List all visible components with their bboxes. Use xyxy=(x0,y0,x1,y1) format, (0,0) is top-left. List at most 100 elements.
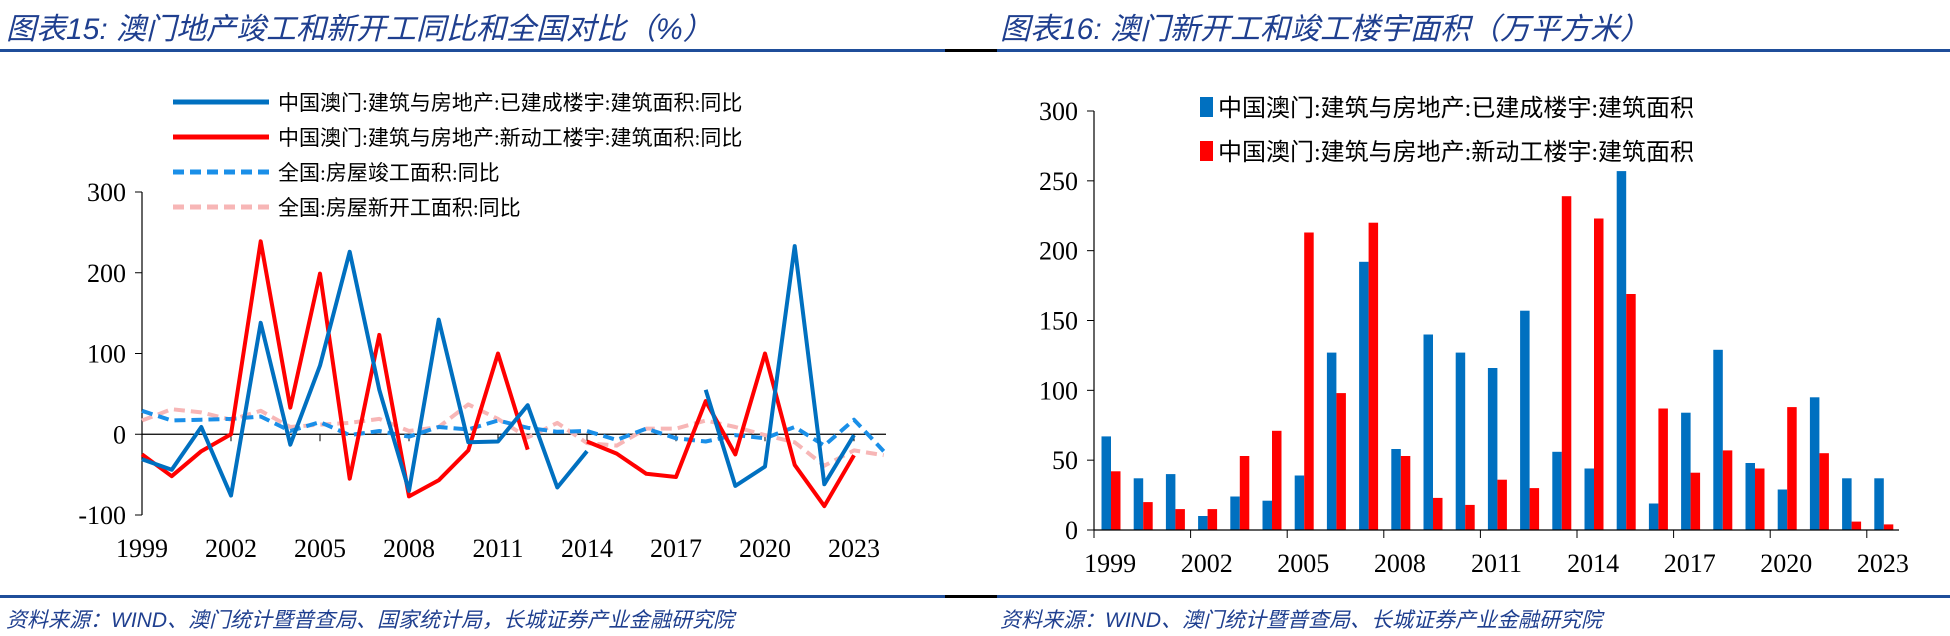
legend-label: 中国澳门:建筑与房地产:新动工楼宇:建筑面积 xyxy=(1218,139,1694,166)
bar xyxy=(1713,349,1723,530)
bar xyxy=(1423,334,1433,530)
series-line xyxy=(141,402,885,468)
y-tick-label: 0 xyxy=(113,420,126,449)
bar xyxy=(1294,475,1305,530)
bar xyxy=(1842,478,1852,530)
bar xyxy=(1400,456,1411,530)
bar xyxy=(1626,294,1636,530)
bar xyxy=(1777,489,1788,530)
source-divider xyxy=(997,595,1950,598)
bar xyxy=(1198,516,1208,530)
x-tick-label: 2020 xyxy=(739,534,791,563)
bar xyxy=(1455,352,1466,530)
bar xyxy=(1304,232,1314,530)
bar xyxy=(1497,479,1507,530)
bar xyxy=(1658,408,1668,530)
bar xyxy=(1690,472,1701,530)
bar xyxy=(1391,449,1401,530)
bar xyxy=(1239,456,1250,530)
bar xyxy=(1133,478,1144,530)
bar xyxy=(1487,368,1498,530)
source-divider-start xyxy=(975,595,997,598)
x-tick-label: 2005 xyxy=(1277,549,1329,578)
x-tick-label: 2002 xyxy=(205,534,257,563)
title-divider-start xyxy=(975,49,997,52)
bar xyxy=(1722,450,1733,530)
bar xyxy=(1359,261,1369,530)
bar xyxy=(1143,502,1153,530)
bar xyxy=(1272,430,1282,530)
legend-label: 中国澳门:建筑与房地产:已建成楼宇:建筑面积 xyxy=(1218,95,1694,122)
title-divider-end xyxy=(945,49,975,52)
bar xyxy=(1101,436,1111,530)
bar xyxy=(1111,471,1121,530)
x-tick-label: 2014 xyxy=(1567,549,1619,578)
bar xyxy=(1552,451,1562,530)
bar xyxy=(1681,412,1691,530)
legend-swatch xyxy=(1200,97,1213,117)
chart-panel-left: 图表15: 澳门地产竣工和新开工同比和全国对比（%） 300 200 100 0 -10… xyxy=(0,13,975,632)
title-divider xyxy=(0,49,945,52)
legend-label: 全国:房屋竣工面积:同比 xyxy=(278,161,500,185)
bar xyxy=(1755,468,1765,530)
x-tick-label: 2023 xyxy=(1857,549,1909,578)
title-divider xyxy=(997,49,1950,52)
chart-panel-right: 图表16: 澳门新开工和竣工楼宇面积（万平方米） 300 250 200 150 100… xyxy=(975,0,1950,636)
x-tick-label: 2008 xyxy=(1374,549,1426,578)
bar xyxy=(1745,463,1755,530)
x-tick-label: 2017 xyxy=(650,534,702,563)
chart-title: 图表15: 澳门地产竣工和新开工同比和全国对比（%） xyxy=(6,13,713,46)
bar xyxy=(1561,196,1572,530)
bar xyxy=(1648,503,1659,530)
y-tick-label: 300 xyxy=(1039,97,1078,126)
bar xyxy=(1616,171,1627,530)
series-line xyxy=(140,239,856,509)
bar xyxy=(1520,310,1530,530)
bar xyxy=(1175,509,1185,530)
series-line xyxy=(141,244,856,498)
source-divider xyxy=(0,595,945,598)
bar xyxy=(1529,488,1540,530)
y-tick-label: 50 xyxy=(1052,446,1078,475)
y-tick-label: -100 xyxy=(78,501,126,530)
x-tick-label: 1999 xyxy=(116,534,168,563)
x-tick-label: 2023 xyxy=(828,534,880,563)
source-note: 资料来源：WIND、澳门统计暨普查局、长城证券产业金融研究院 xyxy=(1000,609,1602,632)
bar xyxy=(1207,509,1218,530)
x-tick-label: 2008 xyxy=(383,534,435,563)
bar xyxy=(1326,352,1337,530)
legend-label: 中国澳门:建筑与房地产:新动工楼宇:建筑面积:同比 xyxy=(278,126,742,150)
bar xyxy=(1230,496,1240,530)
bar xyxy=(1465,504,1475,530)
x-tick-label: 2020 xyxy=(1760,549,1812,578)
source-note: 资料来源：WIND、澳门统计暨普查局、国家统计局，长城证券产业金融研究院 xyxy=(6,609,734,632)
bar xyxy=(1368,222,1379,530)
bar xyxy=(1851,521,1862,530)
y-tick-label: 0 xyxy=(1065,516,1078,545)
bar xyxy=(1433,497,1443,530)
x-tick-label: 2011 xyxy=(472,534,523,563)
line-chart: 300 200 100 0 -100 1999 2002 2005 2008 2011 2014 20… xyxy=(78,91,886,563)
bar xyxy=(1336,393,1346,530)
chart-title: 图表16: 澳门新开工和竣工楼宇面积（万平方米） xyxy=(1000,13,1651,46)
legend-swatch xyxy=(1200,141,1213,161)
x-tick-label: 2011 xyxy=(1471,549,1522,578)
x-tick-label: 1999 xyxy=(1084,549,1136,578)
bar xyxy=(1165,474,1176,530)
x-tick-label: 2005 xyxy=(294,534,346,563)
bar xyxy=(1819,453,1829,530)
bar xyxy=(1594,218,1604,530)
legend-label: 全国:房屋新开工面积:同比 xyxy=(278,196,521,220)
bar xyxy=(1584,468,1594,530)
x-tick-label: 2014 xyxy=(561,534,613,563)
y-tick-label: 200 xyxy=(1039,237,1078,266)
y-tick-label: 250 xyxy=(1039,167,1078,196)
x-tick-label: 2002 xyxy=(1181,549,1233,578)
y-tick-label: 150 xyxy=(1039,307,1078,336)
bar xyxy=(1262,500,1272,530)
bar xyxy=(1883,524,1894,530)
bar xyxy=(1874,478,1884,530)
bar xyxy=(1787,407,1797,530)
y-tick-label: 200 xyxy=(87,259,126,288)
